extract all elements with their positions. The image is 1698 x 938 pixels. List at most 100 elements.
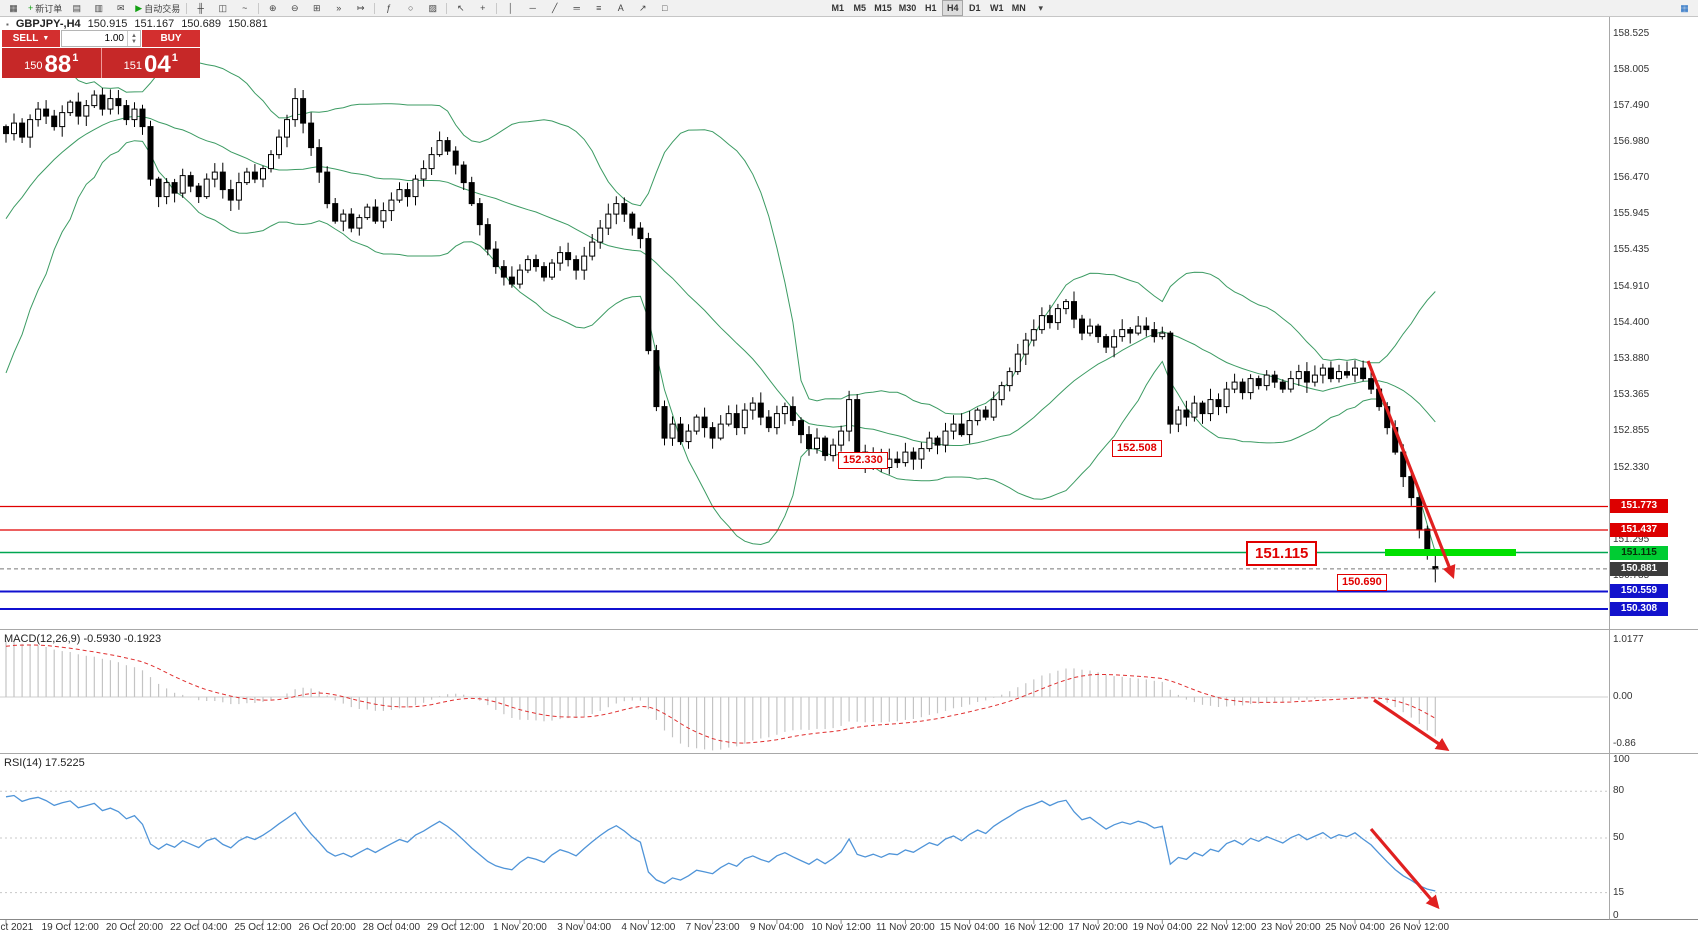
chart-shift-icon: ↦ bbox=[356, 2, 365, 13]
toolbar-overflow-icon[interactable]: ▾ bbox=[1038, 2, 1044, 13]
cursor-icon: ↖ bbox=[456, 2, 465, 13]
autotrade-icon: ▶ bbox=[135, 2, 143, 13]
ask-pips: 04 bbox=[144, 51, 171, 78]
channel-icon: ═ bbox=[573, 3, 580, 13]
timeframe-MN[interactable]: MN bbox=[1011, 3, 1026, 13]
rsi-line bbox=[5, 794, 1436, 892]
stepper-up-icon[interactable]: ▲ bbox=[131, 32, 137, 39]
new-chart-icon: ▦ bbox=[9, 2, 18, 13]
crosshair-button[interactable]: + bbox=[472, 0, 493, 16]
bid-price-panel[interactable]: 150 88 1 bbox=[2, 48, 102, 78]
alerts-button[interactable]: ✉ bbox=[110, 0, 131, 16]
bollinger-lower bbox=[5, 140, 1436, 553]
text-label-button[interactable]: A bbox=[610, 0, 631, 16]
fibonacci-button[interactable]: ≡ bbox=[588, 0, 609, 16]
timeframe-M5[interactable]: M5 bbox=[853, 3, 866, 13]
symbol-period: GBPJPY-,H4 bbox=[15, 18, 81, 30]
chevron-down-icon: ▼ bbox=[42, 35, 50, 42]
cursor-button[interactable]: ↖ bbox=[450, 0, 471, 16]
volume-stepper[interactable]: ▲ ▼ bbox=[127, 31, 140, 46]
zoom-out-button[interactable]: ⊖ bbox=[284, 0, 305, 16]
bollinger-middle bbox=[5, 115, 1436, 446]
indicators-button[interactable]: ƒ bbox=[378, 0, 399, 16]
new-chart-button[interactable]: ▦ bbox=[3, 0, 24, 16]
toolbar-separator bbox=[186, 2, 188, 14]
arrows-icon: ↗ bbox=[638, 2, 647, 13]
bar-open-value: 150.915 bbox=[87, 18, 128, 30]
new-order-button[interactable]: + 新订单 bbox=[25, 0, 65, 16]
zoom-out-icon: ⊖ bbox=[290, 2, 299, 13]
indicators-icon: ƒ bbox=[386, 3, 392, 13]
market-watch-icon: ▥ bbox=[94, 2, 104, 13]
periods-icon: ○ bbox=[408, 3, 414, 13]
new-order-icon: + bbox=[28, 3, 34, 13]
macd-label: MACD(12,26,9) -0.5930 -0.1923 bbox=[4, 633, 162, 645]
timeframe-H1[interactable]: H1 bbox=[924, 3, 937, 13]
timeframe-W1[interactable]: W1 bbox=[990, 3, 1004, 13]
shapes-button[interactable]: □ bbox=[654, 0, 675, 16]
chart-profiles-button[interactable]: ▤ bbox=[66, 0, 87, 16]
text-label-icon: A bbox=[617, 3, 624, 13]
sell-button-label: SELL bbox=[12, 33, 39, 44]
autotrade-button-label: 自动交易 bbox=[144, 3, 181, 14]
bar-high-value: 151.167 bbox=[134, 18, 175, 30]
vertical-line-button[interactable]: │ bbox=[500, 0, 521, 16]
macd-signal-line bbox=[5, 644, 1436, 744]
price-callout-151.115[interactable]: 151.115 bbox=[1246, 541, 1318, 566]
candlestick-chart-type-button[interactable]: ◫ bbox=[212, 0, 233, 16]
support-zone-highlight bbox=[1385, 549, 1516, 556]
horizontal-line-button[interactable]: ─ bbox=[522, 0, 543, 16]
bar-chart-type-button[interactable]: ╫ bbox=[190, 0, 211, 16]
arrows-button[interactable]: ↗ bbox=[632, 0, 653, 16]
tile-windows-button[interactable]: ⊞ bbox=[306, 0, 327, 16]
stepper-down-icon[interactable]: ▼ bbox=[131, 38, 137, 45]
channel-button[interactable]: ═ bbox=[566, 0, 587, 16]
line-chart-type-icon: ~ bbox=[242, 3, 248, 13]
shapes-icon: □ bbox=[662, 3, 668, 13]
crosshair-icon: + bbox=[480, 3, 486, 13]
periods-button[interactable]: ○ bbox=[400, 0, 421, 16]
price-callout-150.690[interactable]: 150.690 bbox=[1337, 574, 1387, 591]
trendline-button[interactable]: ╱ bbox=[544, 0, 565, 16]
timeframe-H4[interactable]: H4 bbox=[942, 0, 964, 16]
trend-arrow-rsi bbox=[1369, 827, 1440, 910]
timeframe-M30[interactable]: M30 bbox=[898, 3, 917, 13]
toolbar: ▦ + 新订单 ▤ ▥ ✉ ▶ 自动交易 ╫ ◫ ~ ⊕ ⊖ ⊞» ↦ ƒ ○ ▨ ↖ + │ ─ ╱ ═ ≡ A ↗ □ M1 M5 M1… bbox=[0, 0, 1698, 17]
sell-button[interactable]: SELL ▼ bbox=[2, 30, 60, 47]
timeframe-M1[interactable]: M1 bbox=[831, 3, 844, 13]
tile-windows-icon: ⊞ bbox=[312, 2, 321, 13]
timeframe-M15[interactable]: M15 bbox=[874, 3, 892, 13]
templates-icon: ▨ bbox=[428, 2, 437, 13]
ask-pipette: 1 bbox=[171, 52, 178, 64]
buy-button-label: BUY bbox=[160, 33, 182, 44]
line-chart-type-button[interactable]: ~ bbox=[234, 0, 255, 16]
templates-button[interactable]: ▨ bbox=[422, 0, 443, 16]
volume-input[interactable] bbox=[62, 31, 127, 46]
bid-big-figure: 150 bbox=[24, 60, 43, 72]
autotrade-button[interactable]: ▶ 自动交易 bbox=[132, 0, 183, 16]
bid-pips: 88 bbox=[44, 51, 72, 78]
trend-arrow-main bbox=[1366, 360, 1456, 580]
ask-price-panel[interactable]: 151 04 1 bbox=[101, 48, 200, 78]
toolbar-spacer bbox=[676, 8, 826, 9]
rsi-label: RSI(14) 17.5225 bbox=[4, 757, 85, 769]
market-watch-button[interactable]: ▥ bbox=[88, 0, 109, 16]
trendline-icon: ╱ bbox=[552, 2, 558, 13]
bid-pipette: 1 bbox=[72, 52, 79, 64]
docking-icon[interactable]: ▦ bbox=[1680, 2, 1689, 13]
price-callout-152.508[interactable]: 152.508 bbox=[1112, 440, 1162, 457]
buy-button[interactable]: BUY bbox=[142, 30, 200, 47]
price-callout-152.330[interactable]: 152.330 bbox=[838, 452, 888, 469]
new-order-button-label: 新订单 bbox=[35, 3, 63, 14]
auto-scroll-icon: » bbox=[336, 3, 342, 13]
vertical-line-icon: │ bbox=[507, 3, 514, 13]
timeframe-D1[interactable]: D1 bbox=[968, 3, 981, 13]
chart-shift-button[interactable]: ↦ bbox=[350, 0, 371, 16]
toolbar-separator bbox=[496, 2, 498, 14]
auto-scroll-button[interactable]: » bbox=[328, 0, 349, 16]
one-click-trading-widget: SELL ▼ ▲ ▼ BUY 150 88 1 151 04 bbox=[2, 30, 200, 78]
zoom-in-button[interactable]: ⊕ bbox=[262, 0, 283, 16]
toolbar-separator bbox=[446, 2, 448, 14]
